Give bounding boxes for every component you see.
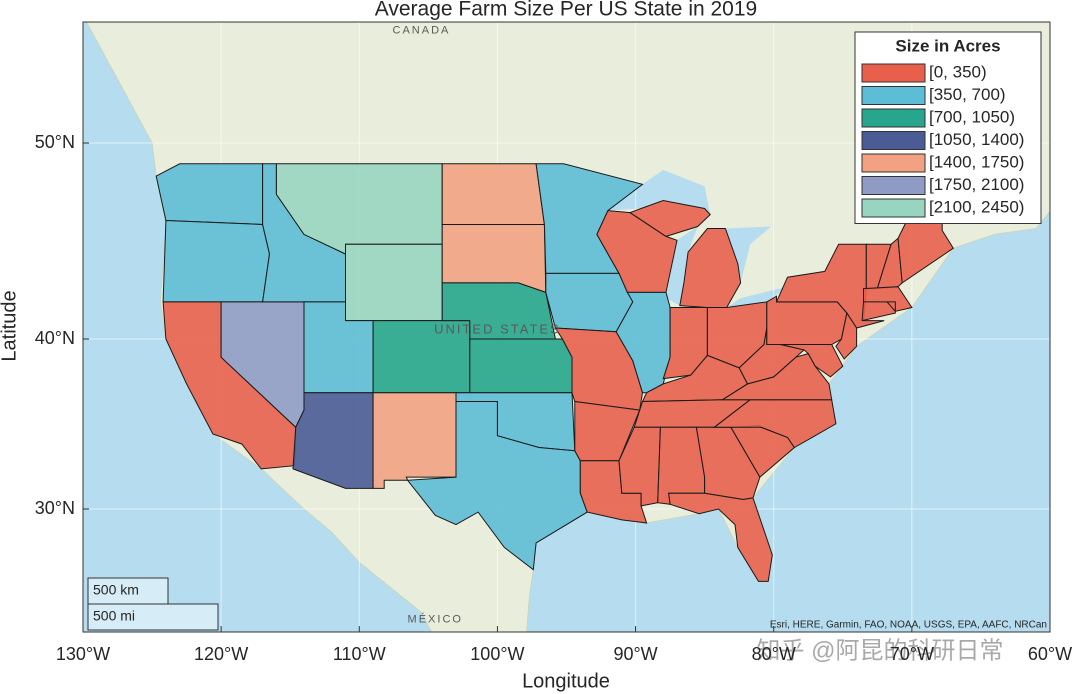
legend-swatch — [861, 131, 926, 150]
x-axis-label: Longitude — [522, 670, 610, 692]
lake — [666, 226, 698, 306]
state — [861, 286, 913, 322]
y-axis-label: Latitude — [0, 290, 20, 361]
x-tick-label: 80°W — [752, 644, 796, 664]
legend-label: [700, 1050) — [929, 107, 1015, 126]
lake — [726, 286, 788, 308]
legend-label: [0, 350) — [929, 62, 987, 81]
state — [618, 426, 661, 507]
legend-label: [350, 700) — [929, 85, 1006, 104]
x-tick-label: 100°W — [470, 644, 524, 664]
legend-title: Size in Acres — [895, 36, 1000, 55]
scale-bar-km — [87, 577, 169, 605]
state — [441, 224, 547, 294]
state — [469, 338, 573, 394]
legend-label: [2100, 2450) — [929, 197, 1024, 216]
x-tick-label: 120°W — [194, 644, 248, 664]
legend: Size in Acres [0, 350) [350, 700) [700, 105… — [854, 31, 1042, 224]
legend-label: [1400, 1750) — [929, 152, 1024, 171]
x-tick-label: 70°W — [890, 644, 934, 664]
lake — [607, 170, 711, 215]
x-tick-label: 90°W — [613, 644, 657, 664]
frame — [82, 21, 1051, 633]
legend-label: [1750, 2100) — [929, 175, 1024, 194]
x-tick-label: 130°W — [56, 644, 110, 664]
state — [406, 401, 588, 571]
state — [780, 344, 844, 378]
watermark: 知乎 @阿昆的科研日常 — [756, 637, 1003, 664]
x-tick-label: 110°W — [333, 644, 386, 664]
state — [441, 163, 545, 225]
legend-label: [1050, 1400) — [929, 130, 1024, 149]
state — [345, 243, 443, 322]
state — [162, 219, 271, 303]
legend-swatch — [861, 63, 926, 83]
state — [835, 311, 858, 360]
state — [372, 392, 457, 489]
basemap-label: CANADA — [393, 25, 451, 37]
y-tick-label: 50°N — [35, 132, 75, 152]
y-tick-label: 30°N — [35, 498, 75, 518]
basemap-label: MÉXICO — [408, 612, 463, 625]
legend-swatch — [861, 86, 926, 105]
legend-swatch — [861, 176, 926, 195]
y-tick-label: 40°N — [35, 328, 75, 348]
basemap-label: UNITED STATES — [434, 321, 561, 336]
scale-bar-mi — [87, 603, 219, 631]
state — [155, 163, 264, 226]
title: Average Farm Size Per US State in 2019 — [375, 0, 757, 21]
scale-label: 500 mi — [93, 608, 135, 624]
state — [668, 492, 773, 582]
legend-swatch — [861, 153, 926, 173]
state — [766, 295, 848, 345]
x-tick-label: 60°W — [1028, 644, 1072, 664]
attribution: Esri, HERE, Garmin, FAO, NOAA, USGS, EPA… — [770, 620, 1047, 631]
state — [876, 237, 903, 290]
map-area: CANADA UNITED STATES MÉXICO — [83, 22, 1050, 632]
legend-swatch — [861, 198, 926, 218]
scale-label: 500 km — [93, 582, 139, 598]
legend-swatch — [861, 108, 926, 128]
lake — [725, 226, 771, 283]
